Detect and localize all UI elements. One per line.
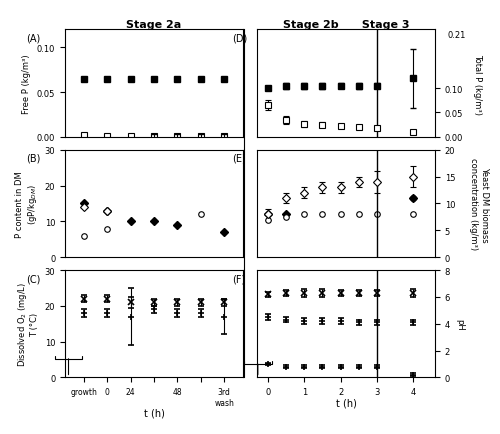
X-axis label: t (h): t (h) xyxy=(336,398,356,408)
Y-axis label: pH: pH xyxy=(455,318,464,330)
Text: (B): (B) xyxy=(26,154,40,164)
Title: Stage 2a: Stage 2a xyxy=(126,20,182,30)
Text: (A): (A) xyxy=(26,33,40,43)
X-axis label: t (h): t (h) xyxy=(144,408,165,418)
Text: (D): (D) xyxy=(232,33,248,43)
Y-axis label: Total P (kg/m³): Total P (kg/m³) xyxy=(474,53,482,115)
Y-axis label: Yeast DM biomass
concentration (kg/m³): Yeast DM biomass concentration (kg/m³) xyxy=(469,158,488,250)
Text: (F): (F) xyxy=(232,273,245,283)
Text: (E): (E) xyxy=(232,154,246,164)
Y-axis label: P content in DM
(gP/kg$_{DM}$): P content in DM (gP/kg$_{DM}$) xyxy=(16,171,39,237)
Text: (C): (C) xyxy=(26,273,40,283)
Title: Stage 2b      Stage 3: Stage 2b Stage 3 xyxy=(283,20,410,30)
Y-axis label: Free P (kg/m³): Free P (kg/m³) xyxy=(22,54,32,114)
Y-axis label: Dissolved O$_2$ (mg/L)
T (°C): Dissolved O$_2$ (mg/L) T (°C) xyxy=(16,282,39,366)
Text: 0.21: 0.21 xyxy=(448,31,466,40)
